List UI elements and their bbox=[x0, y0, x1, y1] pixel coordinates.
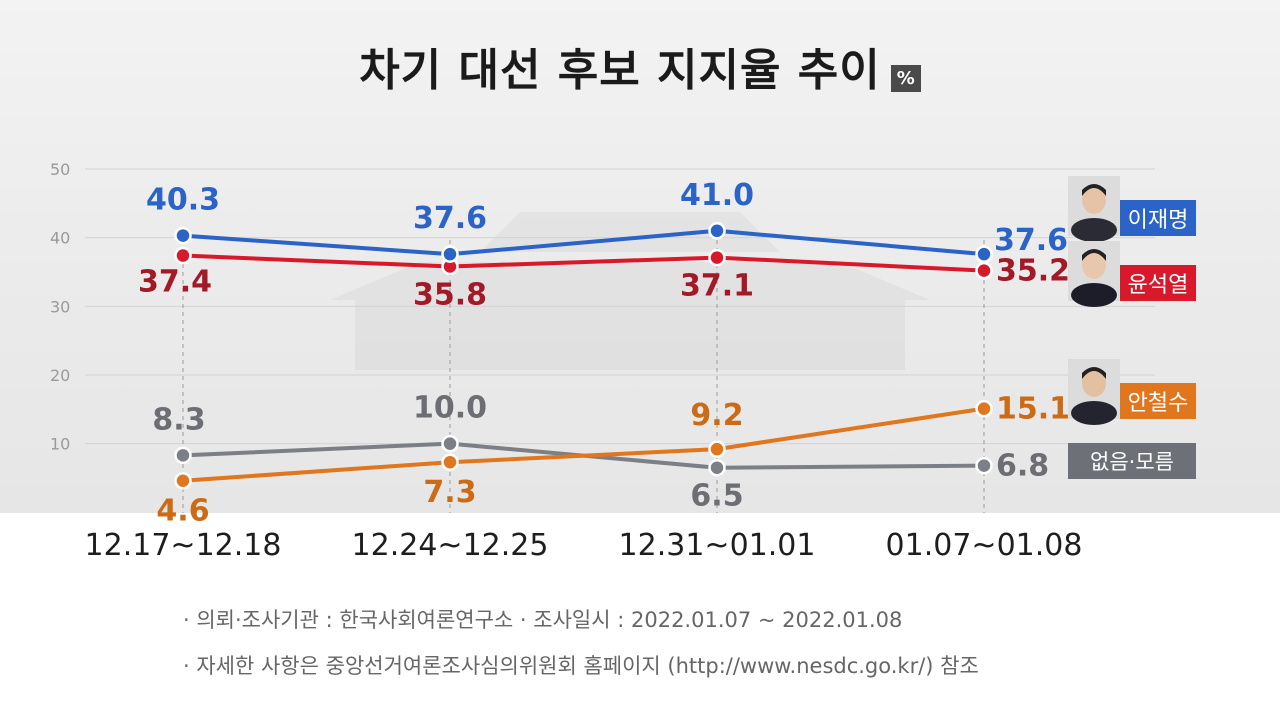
data-point bbox=[708, 222, 726, 240]
portrait-hair-shape bbox=[1082, 249, 1106, 261]
data-point bbox=[708, 440, 726, 458]
series-line-0 bbox=[182, 228, 985, 257]
legend-label: 안철수 bbox=[1128, 391, 1189, 416]
y-tick-label: 40 bbox=[50, 229, 70, 248]
data-label: 41.0 bbox=[680, 178, 754, 213]
x-tick-label: 12.17~12.18 bbox=[85, 528, 282, 563]
data-label: 37.6 bbox=[413, 201, 487, 236]
portrait-hair-shape bbox=[1082, 184, 1106, 196]
x-tick-label: 12.24~12.25 bbox=[352, 528, 549, 563]
data-label: 6.8 bbox=[996, 449, 1049, 484]
data-label: 37.6 bbox=[994, 223, 1068, 258]
legend-label: 이재명 bbox=[1128, 208, 1189, 233]
data-label: 40.3 bbox=[146, 183, 220, 218]
unit-badge: % bbox=[890, 65, 921, 92]
portrait-face-shape bbox=[1082, 186, 1106, 214]
y-tick-label: 50 bbox=[50, 160, 70, 179]
series-line-1 bbox=[182, 253, 985, 273]
data-label: 35.2 bbox=[996, 254, 1070, 289]
portrait-suit-shape bbox=[1071, 283, 1117, 307]
data-point bbox=[174, 226, 192, 245]
data-label: 8.3 bbox=[152, 402, 205, 437]
data-label: 15.1 bbox=[996, 392, 1070, 427]
data-point bbox=[975, 245, 993, 263]
data-label: 37.4 bbox=[138, 265, 212, 300]
footer-background bbox=[0, 513, 1280, 720]
data-label: 37.1 bbox=[680, 269, 754, 304]
legend-label: 윤석열 bbox=[1128, 273, 1189, 298]
data-label: 9.2 bbox=[690, 398, 743, 433]
portrait-suit-shape bbox=[1071, 401, 1117, 425]
y-tick-label: 10 bbox=[50, 435, 70, 454]
x-tick-label: 01.07~01.08 bbox=[886, 528, 1083, 563]
portrait-suit-shape bbox=[1071, 218, 1117, 242]
page-title: 차기 대선 후보 지지율 추이 bbox=[359, 45, 881, 96]
x-tick-label: 12.31~01.01 bbox=[619, 528, 816, 563]
data-point bbox=[441, 434, 459, 453]
series-line-2 bbox=[182, 406, 985, 483]
data-point bbox=[708, 248, 726, 267]
footer-note-reference: · 자세한 사항은 중앙선거여론조사심의위원회 홈페이지 (http://www… bbox=[183, 654, 979, 678]
data-label: 7.3 bbox=[423, 475, 476, 510]
data-point bbox=[174, 471, 192, 490]
data-point bbox=[174, 446, 192, 465]
data-label: 35.8 bbox=[413, 278, 487, 313]
data-point bbox=[441, 245, 459, 263]
data-point bbox=[441, 453, 459, 471]
page-title-bar: 차기 대선 후보 지지율 추이 % bbox=[0, 34, 1280, 98]
data-point bbox=[975, 456, 993, 475]
data-point bbox=[975, 261, 993, 280]
portrait-hair-shape bbox=[1082, 367, 1106, 379]
portrait-face-shape bbox=[1082, 251, 1106, 279]
y-tick-label: 20 bbox=[50, 366, 70, 385]
legend-label: 없음·모름 bbox=[1090, 450, 1174, 474]
data-point bbox=[174, 246, 192, 265]
data-label: 10.0 bbox=[413, 391, 487, 426]
portrait-face-shape bbox=[1082, 369, 1106, 397]
data-point bbox=[975, 399, 993, 418]
data-label: 4.6 bbox=[156, 494, 209, 529]
legend-box-3 bbox=[1068, 443, 1196, 479]
data-point bbox=[708, 458, 726, 477]
data-label: 6.5 bbox=[690, 479, 743, 514]
footer-note-source: · 의뢰·조사기관 : 한국사회여론연구소 · 조사일시 : 2022.01.0… bbox=[183, 608, 903, 632]
y-tick-label: 30 bbox=[50, 297, 70, 316]
